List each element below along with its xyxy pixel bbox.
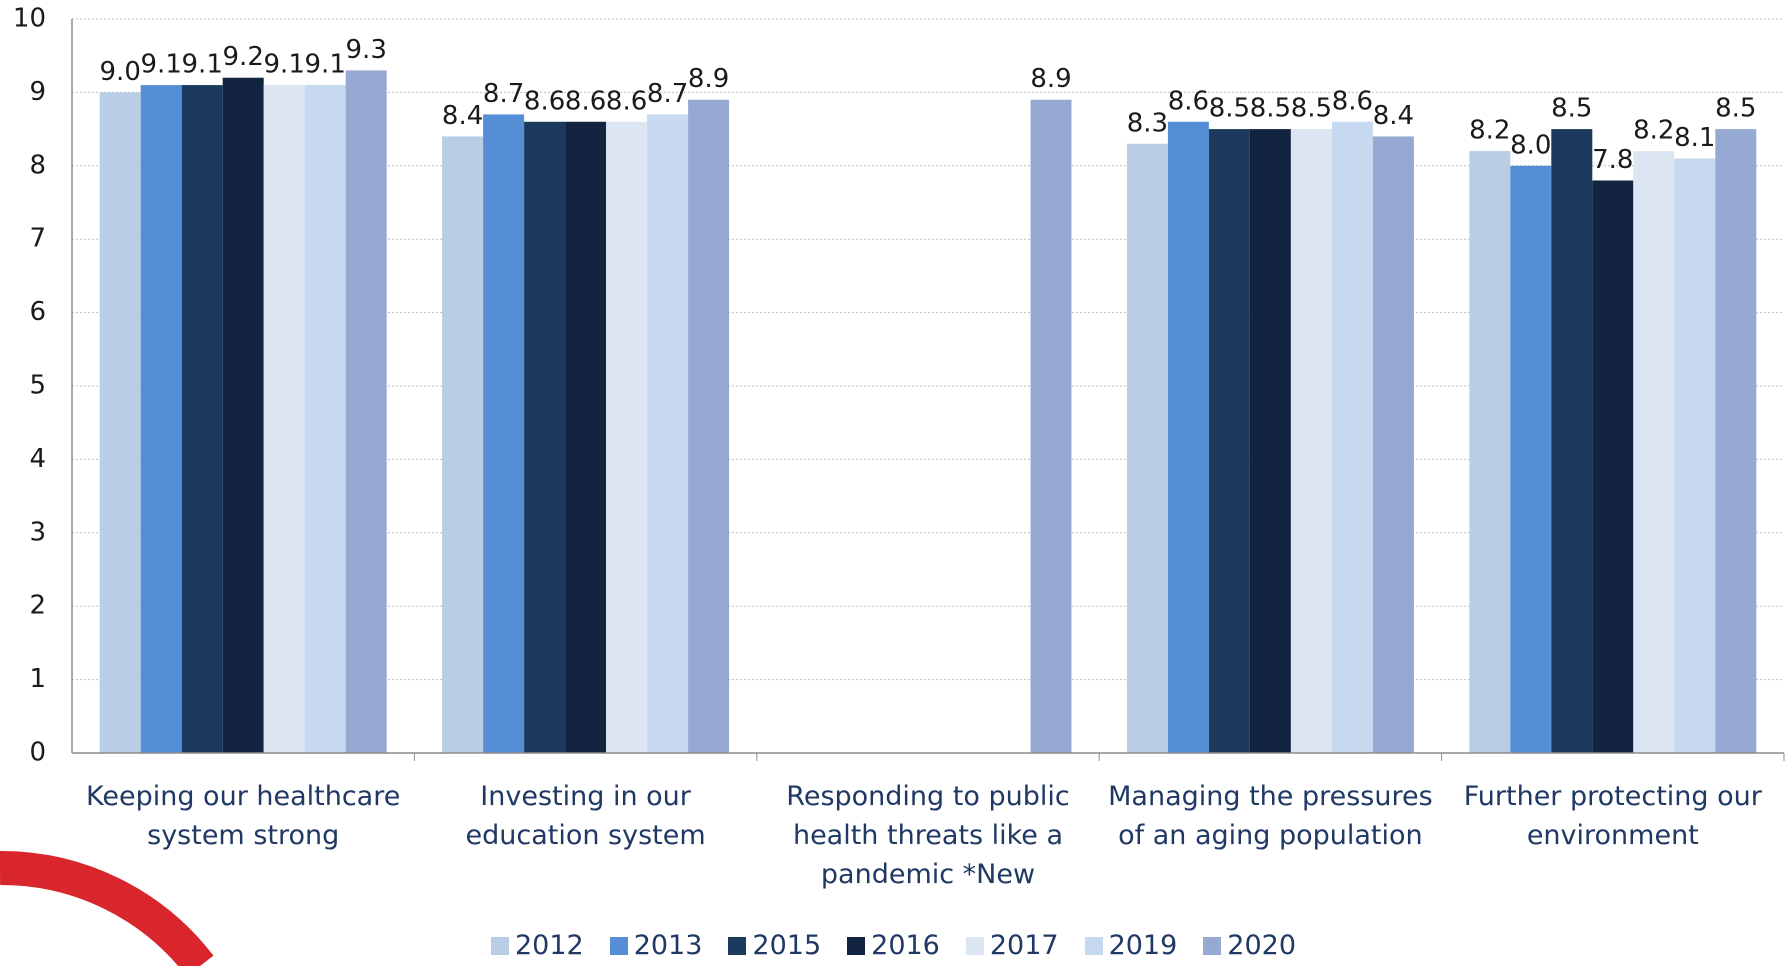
bar [483,114,525,754]
value-label: 8.9 [1030,64,1071,94]
value-label: 9.0 [100,57,141,87]
bar [1290,129,1332,754]
legend-item: 2016 [847,930,940,961]
value-label: 9.2 [223,42,264,72]
bar [1715,129,1757,754]
y-tick-label: 0 [29,738,46,768]
value-label: 7.8 [1592,145,1633,175]
legend-label: 2017 [989,930,1059,961]
bar [1126,143,1168,753]
bar [1208,129,1250,754]
bar [1633,151,1675,753]
bar [1469,151,1511,753]
y-tick-label: 1 [29,664,46,694]
value-label: 8.6 [1332,86,1373,116]
value-label: 8.6 [1168,86,1209,116]
legend-label: 2020 [1227,930,1297,961]
value-label: 8.5 [1291,94,1332,124]
x-tick-label: Further protecting our environment [1463,781,1762,851]
value-label: 9.1 [141,50,182,80]
legend-label: 2012 [514,930,584,961]
value-label: 8.3 [1127,108,1168,138]
legend-item: 2020 [1203,930,1296,961]
legend-item: 2012 [490,930,584,961]
legend-label: 2013 [633,930,703,961]
legend-swatch [1084,936,1103,955]
value-label: 9.1 [305,50,346,80]
legend-swatch [728,936,747,955]
bar [222,77,264,754]
bar [304,85,346,753]
legend-swatch [847,936,866,955]
y-tick-label: 7 [29,224,46,254]
value-label: 8.7 [483,79,524,109]
bar [1331,121,1373,753]
bar [1551,129,1593,754]
x-tick-label: Responding to public health threats like… [786,781,1070,890]
bar [606,121,648,753]
value-label: 8.7 [647,79,688,109]
legend-swatch [1203,936,1222,955]
legend-item: 2019 [1084,930,1178,961]
value-label: 8.6 [524,86,565,116]
x-tick-label: Managing the pressures of an aging popul… [1108,781,1433,851]
bar [99,92,141,753]
y-tick-label: 4 [29,444,46,474]
x-tick-label: Keeping our healthcare system strong [86,781,401,851]
bar [1372,136,1414,753]
value-label: 8.0 [1510,130,1551,160]
legend: 2012 2013 2015 2016 2017 2019 2020 [0,930,1787,961]
value-label: 8.5 [1250,94,1291,124]
value-label: 8.2 [1633,116,1674,146]
y-tick-label: 8 [29,150,46,180]
y-tick-label: 9 [29,77,46,107]
legend-label: 2016 [871,930,940,961]
legend-item: 2013 [609,930,703,961]
bar [1167,121,1209,753]
value-label: 8.1 [1674,123,1715,153]
bar [345,70,387,753]
value-label: 9.3 [346,35,387,65]
bar [1674,158,1716,753]
value-label: 8.6 [565,86,606,116]
legend-swatch [490,936,509,955]
value-label: 8.4 [442,101,483,131]
legend-item: 2015 [728,930,821,961]
value-label: 9.1 [264,50,305,80]
value-label: 8.5 [1551,94,1592,124]
bar [140,85,182,753]
bar [181,85,223,753]
y-tick-label: 6 [29,297,46,327]
bar [1592,180,1634,754]
value-label: 8.9 [688,64,729,94]
y-tick-label: 5 [29,371,46,401]
y-tick-label: 10 [13,4,46,34]
legend-swatch [609,936,628,955]
x-tick-label: Investing in our education system [465,781,706,851]
legend-label: 2015 [752,930,822,961]
legend-swatch [965,936,984,955]
value-label: 8.4 [1373,101,1414,131]
bar [688,99,730,754]
value-label: 8.5 [1715,94,1756,124]
bar [524,121,566,753]
decor-arc [0,850,214,966]
value-label: 9.1 [182,50,223,80]
bar [1510,165,1552,754]
bar [263,85,305,753]
value-label: 8.6 [606,86,647,116]
bar [1030,99,1072,754]
bar [442,136,484,753]
legend-item: 2017 [965,930,1059,961]
bar [565,121,607,753]
y-tick-label: 2 [29,591,46,621]
value-label: 8.2 [1469,116,1510,146]
value-label: 8.5 [1209,94,1250,124]
legend-label: 2019 [1108,930,1178,961]
y-tick-label: 3 [29,517,46,547]
bar [1249,129,1291,754]
bar [647,114,689,754]
